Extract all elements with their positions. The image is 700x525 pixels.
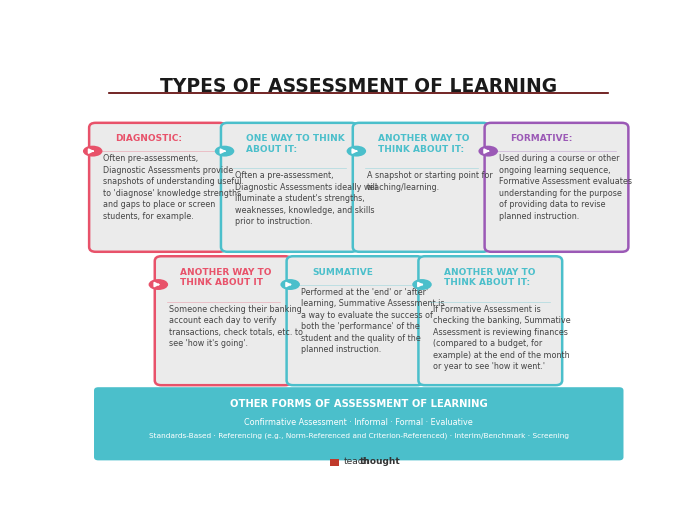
Ellipse shape <box>281 279 300 290</box>
Text: ANOTHER WAY TO
THINK ABOUT IT:: ANOTHER WAY TO THINK ABOUT IT: <box>444 268 536 287</box>
Text: If Formative Assessment is
checking the banking, Summative
Assessment is reviewi: If Formative Assessment is checking the … <box>433 304 570 371</box>
FancyBboxPatch shape <box>155 256 291 385</box>
Text: DIAGNOSTIC:: DIAGNOSTIC: <box>115 134 181 143</box>
Text: Often a pre-assessment,
Diagnostic Assessments ideally will
illuminate a student: Often a pre-assessment, Diagnostic Asses… <box>235 171 377 226</box>
Ellipse shape <box>148 279 168 290</box>
Text: Confirmative Assessment · Informal · Formal · Evaluative: Confirmative Assessment · Informal · For… <box>244 418 473 427</box>
FancyBboxPatch shape <box>89 123 226 252</box>
FancyBboxPatch shape <box>221 123 358 252</box>
Text: ANOTHER WAY TO
THINK ABOUT IT: ANOTHER WAY TO THINK ABOUT IT <box>181 268 272 287</box>
Text: Someone checking their banking
account each day to verify
transactions, check to: Someone checking their banking account e… <box>169 304 303 348</box>
FancyBboxPatch shape <box>94 387 624 460</box>
Text: teach: teach <box>344 457 369 467</box>
Text: Used during a course or other
ongoing learning sequence,
Formative Assessment ev: Used during a course or other ongoing le… <box>498 154 631 220</box>
FancyBboxPatch shape <box>353 123 489 252</box>
Text: ANOTHER WAY TO
THINK ABOUT IT:: ANOTHER WAY TO THINK ABOUT IT: <box>378 134 470 154</box>
FancyBboxPatch shape <box>419 256 562 385</box>
FancyBboxPatch shape <box>286 256 424 385</box>
Text: OTHER FORMS OF ASSESSMENT OF LEARNING: OTHER FORMS OF ASSESSMENT OF LEARNING <box>230 400 488 410</box>
FancyBboxPatch shape <box>484 123 629 252</box>
Text: Standards-Based · Referencing (e.g., Norm-Referenced and Criterion-Referenced) ·: Standards-Based · Referencing (e.g., Nor… <box>148 433 568 439</box>
Text: Performed at the 'end' or 'after'
learning, Summative Assessment is
a way to eva: Performed at the 'end' or 'after' learni… <box>301 288 444 354</box>
Text: FORMATIVE:: FORMATIVE: <box>510 134 573 143</box>
Ellipse shape <box>346 145 366 156</box>
Ellipse shape <box>83 145 102 156</box>
Text: TYPES OF ASSESSMENT OF LEARNING: TYPES OF ASSESSMENT OF LEARNING <box>160 77 557 96</box>
Ellipse shape <box>412 279 432 290</box>
Text: ONE WAY TO THINK
ABOUT IT:: ONE WAY TO THINK ABOUT IT: <box>246 134 345 154</box>
Text: thought: thought <box>360 457 400 467</box>
Text: SUMMATIVE: SUMMATIVE <box>312 268 373 277</box>
Text: A snapshot or starting point for
teaching/learning.: A snapshot or starting point for teachin… <box>367 171 493 192</box>
Text: Often pre-assessments,
Diagnostic Assessments provide
snapshots of understanding: Often pre-assessments, Diagnostic Assess… <box>103 154 242 220</box>
Ellipse shape <box>215 145 235 156</box>
Ellipse shape <box>478 145 498 156</box>
